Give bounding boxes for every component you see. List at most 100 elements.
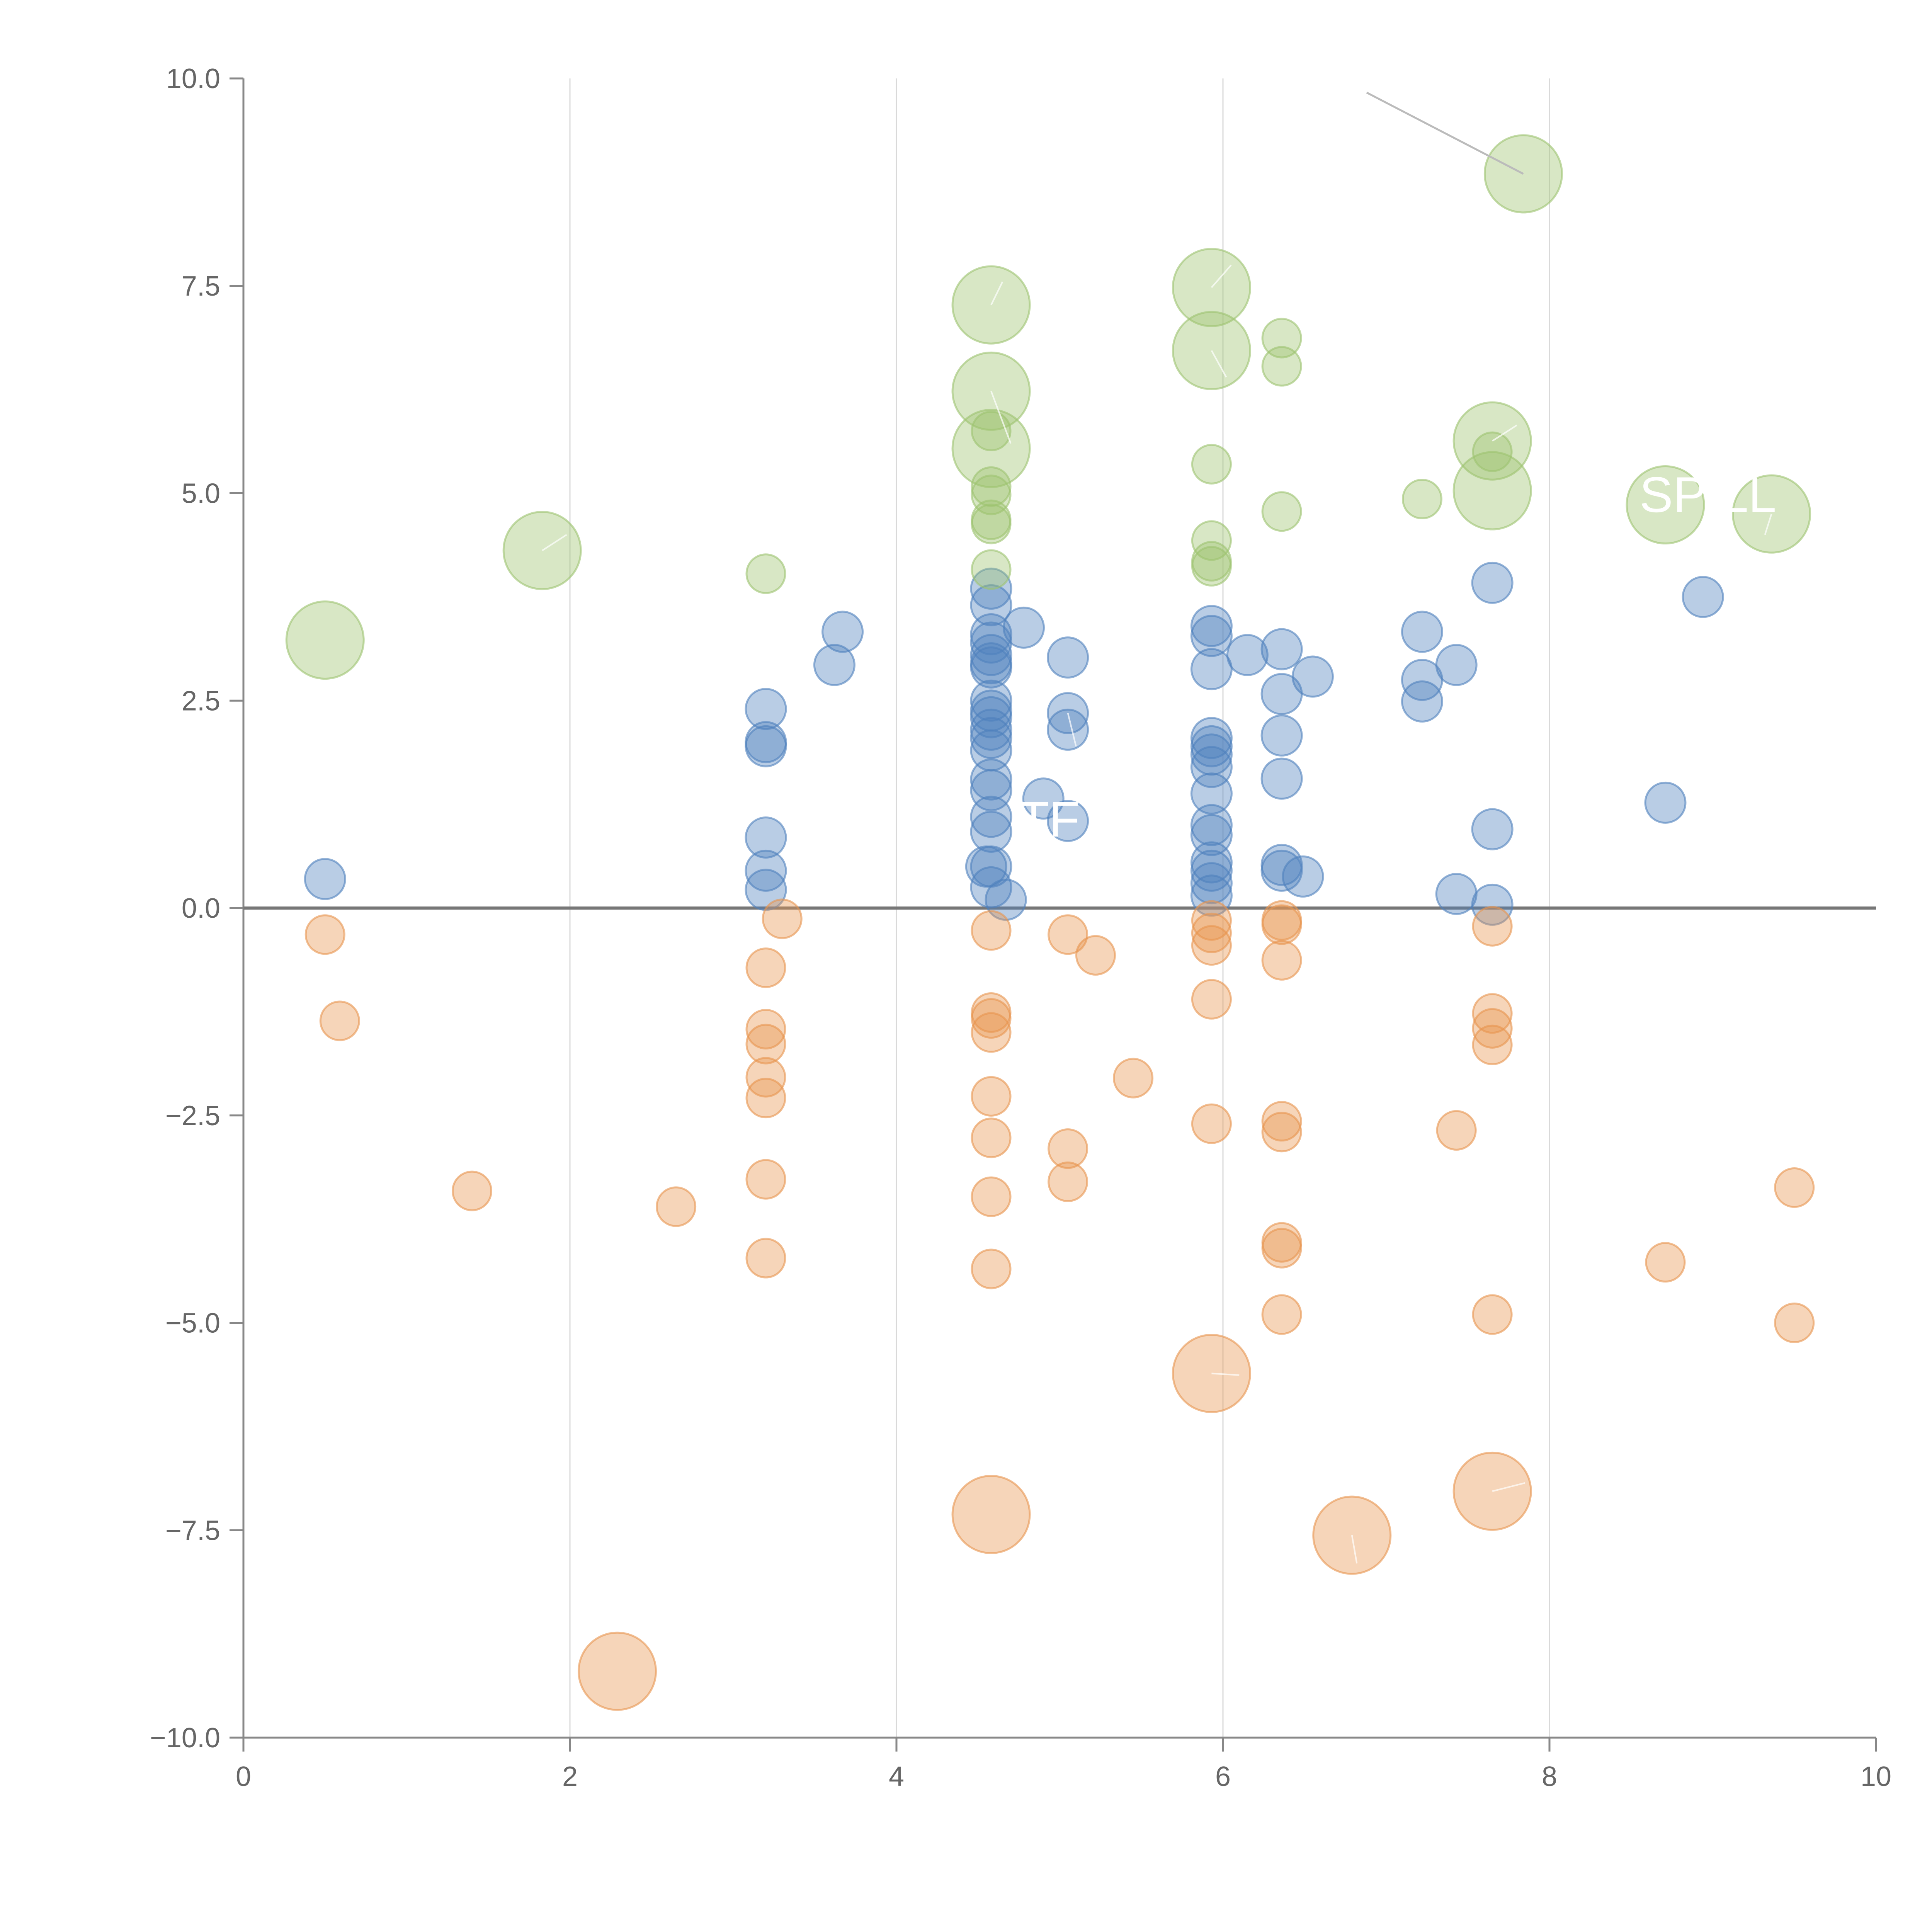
label-leader	[1492, 1482, 1526, 1492]
data-point	[1190, 615, 1233, 657]
data-point	[1190, 862, 1233, 905]
data-point	[971, 410, 1012, 451]
data-point	[971, 1117, 1012, 1158]
data-point	[745, 816, 787, 859]
data-point	[1261, 1294, 1302, 1335]
data-point	[1435, 873, 1478, 915]
data-point	[1003, 606, 1045, 649]
y-tick-label: 7.5	[182, 271, 220, 302]
data-point	[970, 679, 1012, 722]
data-point	[1282, 855, 1324, 898]
data-point	[1047, 708, 1089, 751]
data-point	[985, 879, 1027, 921]
data-point	[1472, 431, 1513, 472]
data-point	[1471, 883, 1514, 926]
y-tick-label: −10.0	[150, 1723, 220, 1753]
label-leader	[1211, 350, 1227, 378]
data-point-large	[285, 600, 365, 680]
data-point	[971, 1076, 1012, 1117]
label-leader	[1492, 424, 1517, 442]
y-tick-label: 0.0	[182, 893, 220, 924]
data-point	[745, 1078, 786, 1119]
data-point	[1226, 634, 1269, 676]
data-point	[1401, 479, 1442, 520]
data-point	[1190, 648, 1233, 690]
label-leader	[1211, 264, 1232, 288]
data-point	[970, 717, 1012, 759]
data-point	[1190, 772, 1233, 815]
data-point	[1261, 940, 1302, 981]
x-tick-label: 0	[236, 1761, 251, 1792]
data-point	[1261, 491, 1302, 532]
y-tick-label: −2.5	[165, 1100, 220, 1131]
data-point	[1401, 611, 1443, 653]
data-point	[1113, 1058, 1154, 1099]
data-point	[745, 553, 786, 594]
data-point	[813, 644, 855, 686]
data-point	[1472, 1024, 1513, 1065]
data-point	[971, 910, 1012, 951]
data-point	[745, 1024, 786, 1065]
data-point	[1190, 804, 1233, 846]
data-point	[1260, 757, 1303, 800]
data-point	[1472, 993, 1513, 1034]
data-point	[1075, 935, 1116, 976]
data-point	[1047, 636, 1089, 679]
annotations: SPILL TF	[1019, 466, 1776, 847]
data-point	[965, 845, 1007, 888]
data-point	[319, 1000, 360, 1041]
data-point	[1191, 1103, 1232, 1144]
data-point	[1191, 546, 1232, 587]
data-point	[1190, 874, 1233, 917]
x-tick-label: 4	[889, 1761, 904, 1792]
data-point	[1190, 733, 1233, 776]
y-tick-label: −5.0	[165, 1308, 220, 1339]
data-point	[745, 1057, 786, 1098]
x-tick-label: 8	[1542, 1761, 1557, 1792]
data-point	[1774, 1167, 1815, 1208]
leader-lines	[542, 92, 1772, 1564]
data-point	[1048, 1128, 1088, 1169]
annotation-spill: SPILL	[1639, 466, 1776, 523]
x-tick-label: 6	[1215, 1761, 1231, 1792]
data-point	[1048, 914, 1088, 955]
data-point	[762, 898, 803, 939]
data-point	[745, 725, 787, 767]
data-point	[1261, 1101, 1302, 1142]
data-point	[1261, 904, 1302, 945]
data-point	[1047, 800, 1089, 842]
data-point	[970, 810, 1012, 853]
data-point	[1401, 680, 1443, 723]
data-point	[745, 1009, 786, 1049]
data-point	[1291, 655, 1334, 698]
data-point-large	[1626, 465, 1705, 545]
x-tick-label: 2	[562, 1761, 578, 1792]
data-point	[304, 914, 345, 955]
data-point	[1261, 318, 1302, 359]
data-point	[1261, 1228, 1302, 1269]
axes: 10.0 7.5 5.0 2.5 0.0 −2.5 −5.0 −7.5 −10.0 0 2 4 6 8 10	[150, 63, 1891, 1792]
y-tick-label: 5.0	[182, 478, 220, 509]
data-point	[1260, 628, 1303, 670]
label-leader	[1351, 1535, 1358, 1564]
label-leader	[1764, 514, 1772, 535]
data-point-large	[578, 1631, 657, 1711]
data-point	[971, 998, 1012, 1039]
data-point	[745, 688, 787, 730]
label-leader	[1211, 1372, 1240, 1376]
data-point	[1682, 576, 1724, 618]
data-point	[971, 549, 1012, 590]
data-point	[971, 474, 1012, 515]
data-point	[971, 1012, 1012, 1053]
data-point	[1774, 1303, 1815, 1343]
x-tick-label: 10	[1861, 1761, 1891, 1792]
data-point	[1645, 1242, 1686, 1283]
data-point	[745, 1238, 786, 1279]
data-point	[1191, 912, 1232, 953]
data-point	[1644, 781, 1687, 824]
data-point	[970, 584, 1012, 626]
leader-line	[1366, 92, 1524, 175]
data-point	[1191, 979, 1232, 1020]
data-point	[971, 503, 1012, 544]
